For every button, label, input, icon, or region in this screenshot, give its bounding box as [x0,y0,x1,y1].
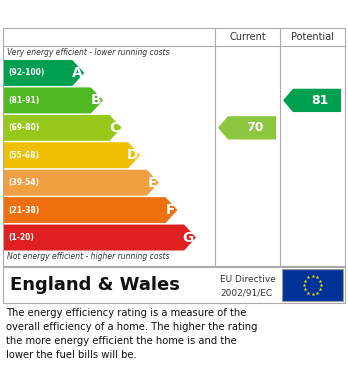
Text: 70: 70 [246,121,264,135]
Text: C: C [109,121,120,135]
Text: (1-20): (1-20) [8,233,34,242]
Text: 2002/91/EC: 2002/91/EC [220,288,272,297]
Text: D: D [127,148,138,162]
Text: F: F [166,203,175,217]
Polygon shape [4,115,121,141]
Text: (81-91): (81-91) [8,96,39,105]
Polygon shape [4,142,140,168]
Text: EU Directive: EU Directive [220,275,276,284]
Polygon shape [4,170,159,196]
Text: (21-38): (21-38) [8,206,39,215]
Polygon shape [283,89,341,112]
Text: (55-68): (55-68) [8,151,39,160]
Text: Energy Efficiency Rating: Energy Efficiency Rating [8,5,237,23]
Text: The energy efficiency rating is a measure of the
overall efficiency of a home. T: The energy efficiency rating is a measur… [6,308,258,360]
Polygon shape [4,224,196,251]
Text: (92-100): (92-100) [8,68,45,77]
Text: Very energy efficient - lower running costs: Very energy efficient - lower running co… [7,48,169,57]
Text: Current: Current [229,32,266,42]
Polygon shape [4,197,177,223]
Polygon shape [218,116,276,140]
Bar [282,269,343,301]
Text: G: G [183,231,194,244]
Text: (69-80): (69-80) [8,123,39,132]
Text: England & Wales: England & Wales [10,276,180,294]
Text: (39-54): (39-54) [8,178,39,187]
Polygon shape [4,88,103,113]
Text: Not energy efficient - higher running costs: Not energy efficient - higher running co… [7,252,169,261]
Text: 81: 81 [311,94,329,107]
Text: Potential: Potential [291,32,334,42]
Text: A: A [72,66,82,80]
Text: E: E [147,176,157,190]
Text: B: B [90,93,101,108]
Polygon shape [4,60,84,86]
